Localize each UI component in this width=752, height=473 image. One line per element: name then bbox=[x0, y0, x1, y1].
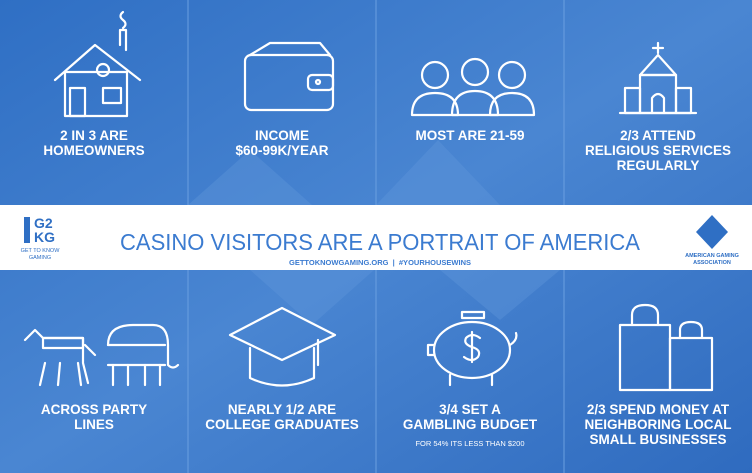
logo-tagline: ASSOCIATION bbox=[693, 260, 731, 266]
people-icon bbox=[410, 57, 536, 117]
logo-text: G2 bbox=[34, 215, 53, 231]
logo-tagline: AMERICAN GAMING bbox=[685, 253, 739, 259]
house-icon bbox=[53, 10, 142, 118]
logo-tagline: GAMING bbox=[29, 255, 51, 261]
fact-text: REGULARLY bbox=[617, 158, 700, 173]
fact-text: NEARLY 1/2 ARE bbox=[228, 402, 336, 417]
diamond-pattern bbox=[188, 140, 560, 325]
fact-text: MOST ARE 21-59 bbox=[415, 128, 524, 143]
fact-text: ACROSS PARTY bbox=[41, 402, 147, 417]
fact-text: 2 IN 3 ARE bbox=[60, 128, 128, 143]
shopping-bags-icon bbox=[618, 303, 714, 392]
logo-mark bbox=[696, 215, 728, 249]
subtitle: GETTOKNOWGAMING.ORG | #YOURHOUSEWINS bbox=[289, 258, 471, 267]
title: CASINO VISITORS ARE A PORTRAIT OF AMERIC… bbox=[120, 229, 641, 255]
fact-text: 2/3 SPEND MONEY AT bbox=[587, 402, 730, 417]
fact-text: LINES bbox=[74, 417, 114, 432]
fact-text: RELIGIOUS SERVICES bbox=[585, 143, 731, 158]
fact-text: 3/4 SET A bbox=[439, 402, 501, 417]
elephant-icon bbox=[106, 323, 180, 387]
fact-text: INCOME bbox=[255, 128, 309, 143]
donkey-icon bbox=[23, 328, 97, 387]
column-dividers bbox=[187, 0, 565, 473]
fact-text: HOMEOWNERS bbox=[43, 143, 144, 158]
logo-bar bbox=[24, 217, 30, 243]
logo-text: KG bbox=[34, 229, 55, 245]
fact-text: GAMBLING BUDGET bbox=[403, 417, 538, 432]
fact-note: FOR 54% ITS LESS THAN $200 bbox=[415, 439, 524, 448]
title-band bbox=[0, 205, 752, 270]
piggy-bank-icon bbox=[426, 310, 518, 387]
fact-text: $60-99K/YEAR bbox=[235, 143, 328, 158]
grad-cap-icon bbox=[228, 306, 337, 387]
wallet-icon bbox=[243, 41, 335, 112]
church-icon bbox=[618, 41, 698, 115]
logo-tagline: GET TO KNOW bbox=[21, 248, 61, 254]
fact-text: SMALL BUSINESSES bbox=[589, 432, 726, 447]
fact-text: COLLEGE GRADUATES bbox=[205, 417, 359, 432]
fact-text: NEIGHBORING LOCAL bbox=[585, 417, 732, 432]
fact-text: 2/3 ATTEND bbox=[620, 128, 696, 143]
